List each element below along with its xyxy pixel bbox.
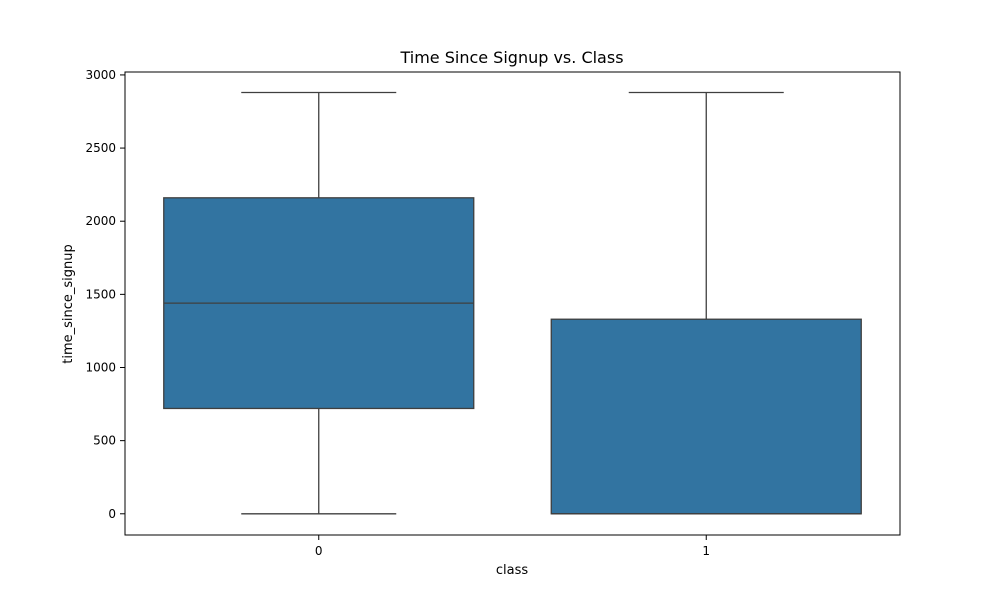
y-tick-label: 2500 (85, 141, 116, 155)
x-tick-label-0: 0 (315, 544, 323, 558)
plot-area (163, 91, 862, 515)
box-class-1 (550, 318, 862, 515)
plot-frame (124, 71, 901, 536)
y-tick-label: 0 (108, 507, 116, 521)
x-tick-label-1: 1 (702, 544, 710, 558)
y-axis-label: time_since_signup (61, 244, 76, 364)
y-tick-label: 1000 (85, 361, 116, 375)
x-axis-label: class (496, 563, 528, 578)
y-tick-label: 500 (93, 434, 116, 448)
y-tick-label: 3000 (85, 68, 116, 82)
y-tick-label: 1500 (85, 287, 116, 301)
y-tick-label: 2000 (85, 214, 116, 228)
chart-title: Time Since Signup vs. Class (399, 48, 623, 67)
